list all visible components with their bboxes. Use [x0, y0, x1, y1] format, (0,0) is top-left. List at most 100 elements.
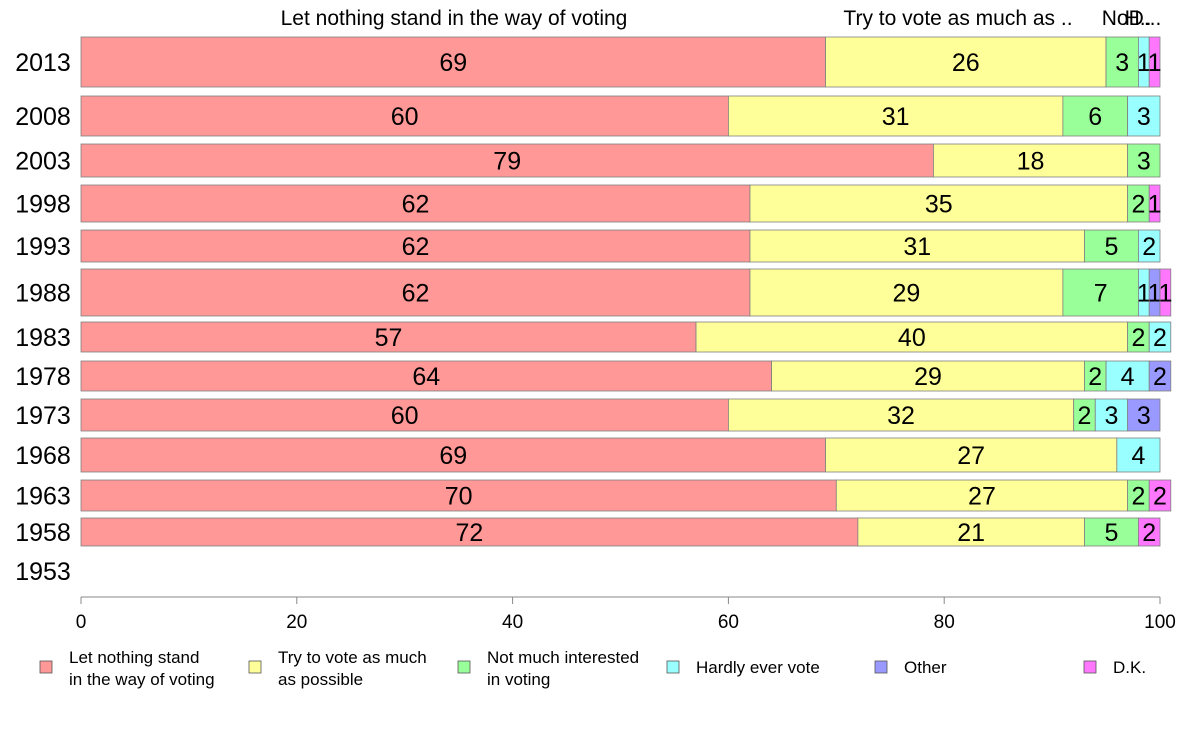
category-label: 1958 [15, 519, 71, 547]
data-label: 1 [1148, 280, 1162, 308]
bar-segment [80, 36, 826, 88]
data-label: 1 [1137, 280, 1151, 308]
x-tick-label: 0 [76, 612, 87, 633]
category-label: 2003 [15, 148, 71, 176]
data-label: 32 [887, 402, 915, 430]
legend-label: Hardly ever vote [696, 658, 820, 677]
bar-segment [1094, 398, 1129, 432]
bar-segment [80, 184, 751, 223]
x-axis: 0 20 40 60 80 100 [76, 596, 1176, 633]
data-label: 27 [957, 442, 985, 470]
category-label: 2013 [15, 49, 71, 77]
bar-segment [1148, 184, 1161, 223]
category-label: 1988 [15, 280, 71, 308]
data-label: 6 [1088, 103, 1102, 131]
top-series-label: Let nothing stand in the way of voting [281, 7, 628, 30]
bar-segment [80, 360, 772, 392]
bar-segment [933, 143, 1129, 178]
bar-segment [80, 268, 751, 317]
data-label: 2 [1131, 483, 1145, 511]
data-label: 7 [1094, 280, 1108, 308]
bar-segment [1148, 479, 1172, 512]
data-label: 4 [1121, 363, 1135, 391]
bar-segment [728, 95, 1064, 137]
data-label: 1 [1148, 191, 1162, 219]
data-label: 62 [402, 280, 430, 308]
data-label: 31 [903, 233, 931, 261]
bar-segment [80, 95, 729, 137]
data-label: 18 [1017, 148, 1045, 176]
category-label: 1978 [15, 363, 71, 391]
bar-segment [1138, 229, 1161, 263]
data-label: 60 [391, 402, 419, 430]
legend-swatch [248, 660, 262, 674]
data-label: 29 [914, 363, 942, 391]
data-label: 27 [968, 483, 996, 511]
data-label: 5 [1104, 519, 1118, 547]
bar-segment [1148, 321, 1172, 353]
category-label: 1998 [15, 191, 71, 219]
bar-segment [1127, 398, 1161, 432]
category-label: 1973 [15, 402, 71, 430]
data-label: 35 [925, 191, 953, 219]
category-label: 1963 [15, 483, 71, 511]
bar-segment [1127, 143, 1161, 178]
top-series-label: H.. [1125, 7, 1152, 30]
top-series-label: No.. [1102, 7, 1141, 30]
data-label: 62 [402, 233, 430, 261]
top-labels: Let nothing stand in the way of voting Tr… [281, 7, 1162, 30]
legend-label: D.K. [1113, 658, 1146, 677]
data-label: 2 [1088, 363, 1102, 391]
data-label: 57 [375, 324, 403, 352]
data-label: 2 [1153, 483, 1167, 511]
data-label: 29 [893, 280, 921, 308]
bar-segment [80, 398, 729, 432]
data-label: 1 [1158, 280, 1172, 308]
category-label: 2008 [15, 103, 71, 131]
data-label: 62 [402, 191, 430, 219]
legend-swatch [39, 660, 53, 674]
bar-segment [835, 479, 1129, 512]
data-label: 31 [882, 103, 910, 131]
legend: Let nothing stand in the way of voting Try… [39, 648, 1146, 689]
data-label: 1 [1137, 49, 1151, 77]
bar-segment [1105, 360, 1150, 392]
bar-segment [749, 184, 1129, 223]
bar-segment [1159, 268, 1172, 317]
x-tick-label: 60 [718, 612, 739, 633]
data-label: 3 [1137, 103, 1151, 131]
legend-label: Other [904, 658, 947, 677]
data-label: 3 [1115, 49, 1129, 77]
legend-label: Let nothing stand in the way of voting [69, 648, 215, 689]
data-label: 64 [412, 363, 440, 391]
bar-segment [749, 268, 1064, 317]
category-label: 1953 [15, 558, 71, 586]
x-tick-label: 40 [502, 612, 523, 633]
bar-segment [1127, 95, 1161, 137]
data-label: 69 [439, 49, 467, 77]
data-label: 2 [1153, 324, 1167, 352]
bar-segment [728, 398, 1075, 432]
legend-swatch [666, 660, 680, 674]
data-label: 3 [1137, 402, 1151, 430]
data-label: 2 [1131, 324, 1145, 352]
bar-segment [1116, 437, 1161, 473]
data-label: 72 [456, 519, 484, 547]
x-tick-label: 100 [1144, 612, 1176, 633]
data-label: 3 [1137, 148, 1151, 176]
x-tick-label: 80 [934, 612, 955, 633]
data-label: 4 [1131, 442, 1145, 470]
bar-segment [1148, 360, 1172, 392]
data-label: 79 [493, 148, 521, 176]
bar-segment [80, 143, 934, 178]
bar-segment [771, 360, 1085, 392]
bar-segment [1105, 36, 1139, 88]
data-label: 2 [1153, 363, 1167, 391]
bar-segment [1062, 268, 1139, 317]
data-label: 40 [898, 324, 926, 352]
legend-label: Try to vote as much as possible [278, 648, 427, 689]
legend-label: Not much interested in voting [487, 648, 639, 689]
category-label: 1968 [15, 442, 71, 470]
data-label: 69 [439, 442, 467, 470]
